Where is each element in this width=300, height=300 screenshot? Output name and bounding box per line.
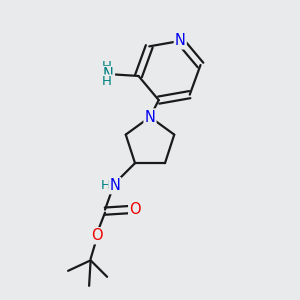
Text: H: H [101,179,111,192]
Text: O: O [129,202,141,217]
Text: H: H [102,61,112,74]
Text: N: N [175,33,186,48]
Text: N: N [110,178,120,193]
Text: N: N [103,67,114,82]
Text: H: H [102,76,112,88]
Text: O: O [91,228,102,243]
Text: N: N [145,110,155,124]
